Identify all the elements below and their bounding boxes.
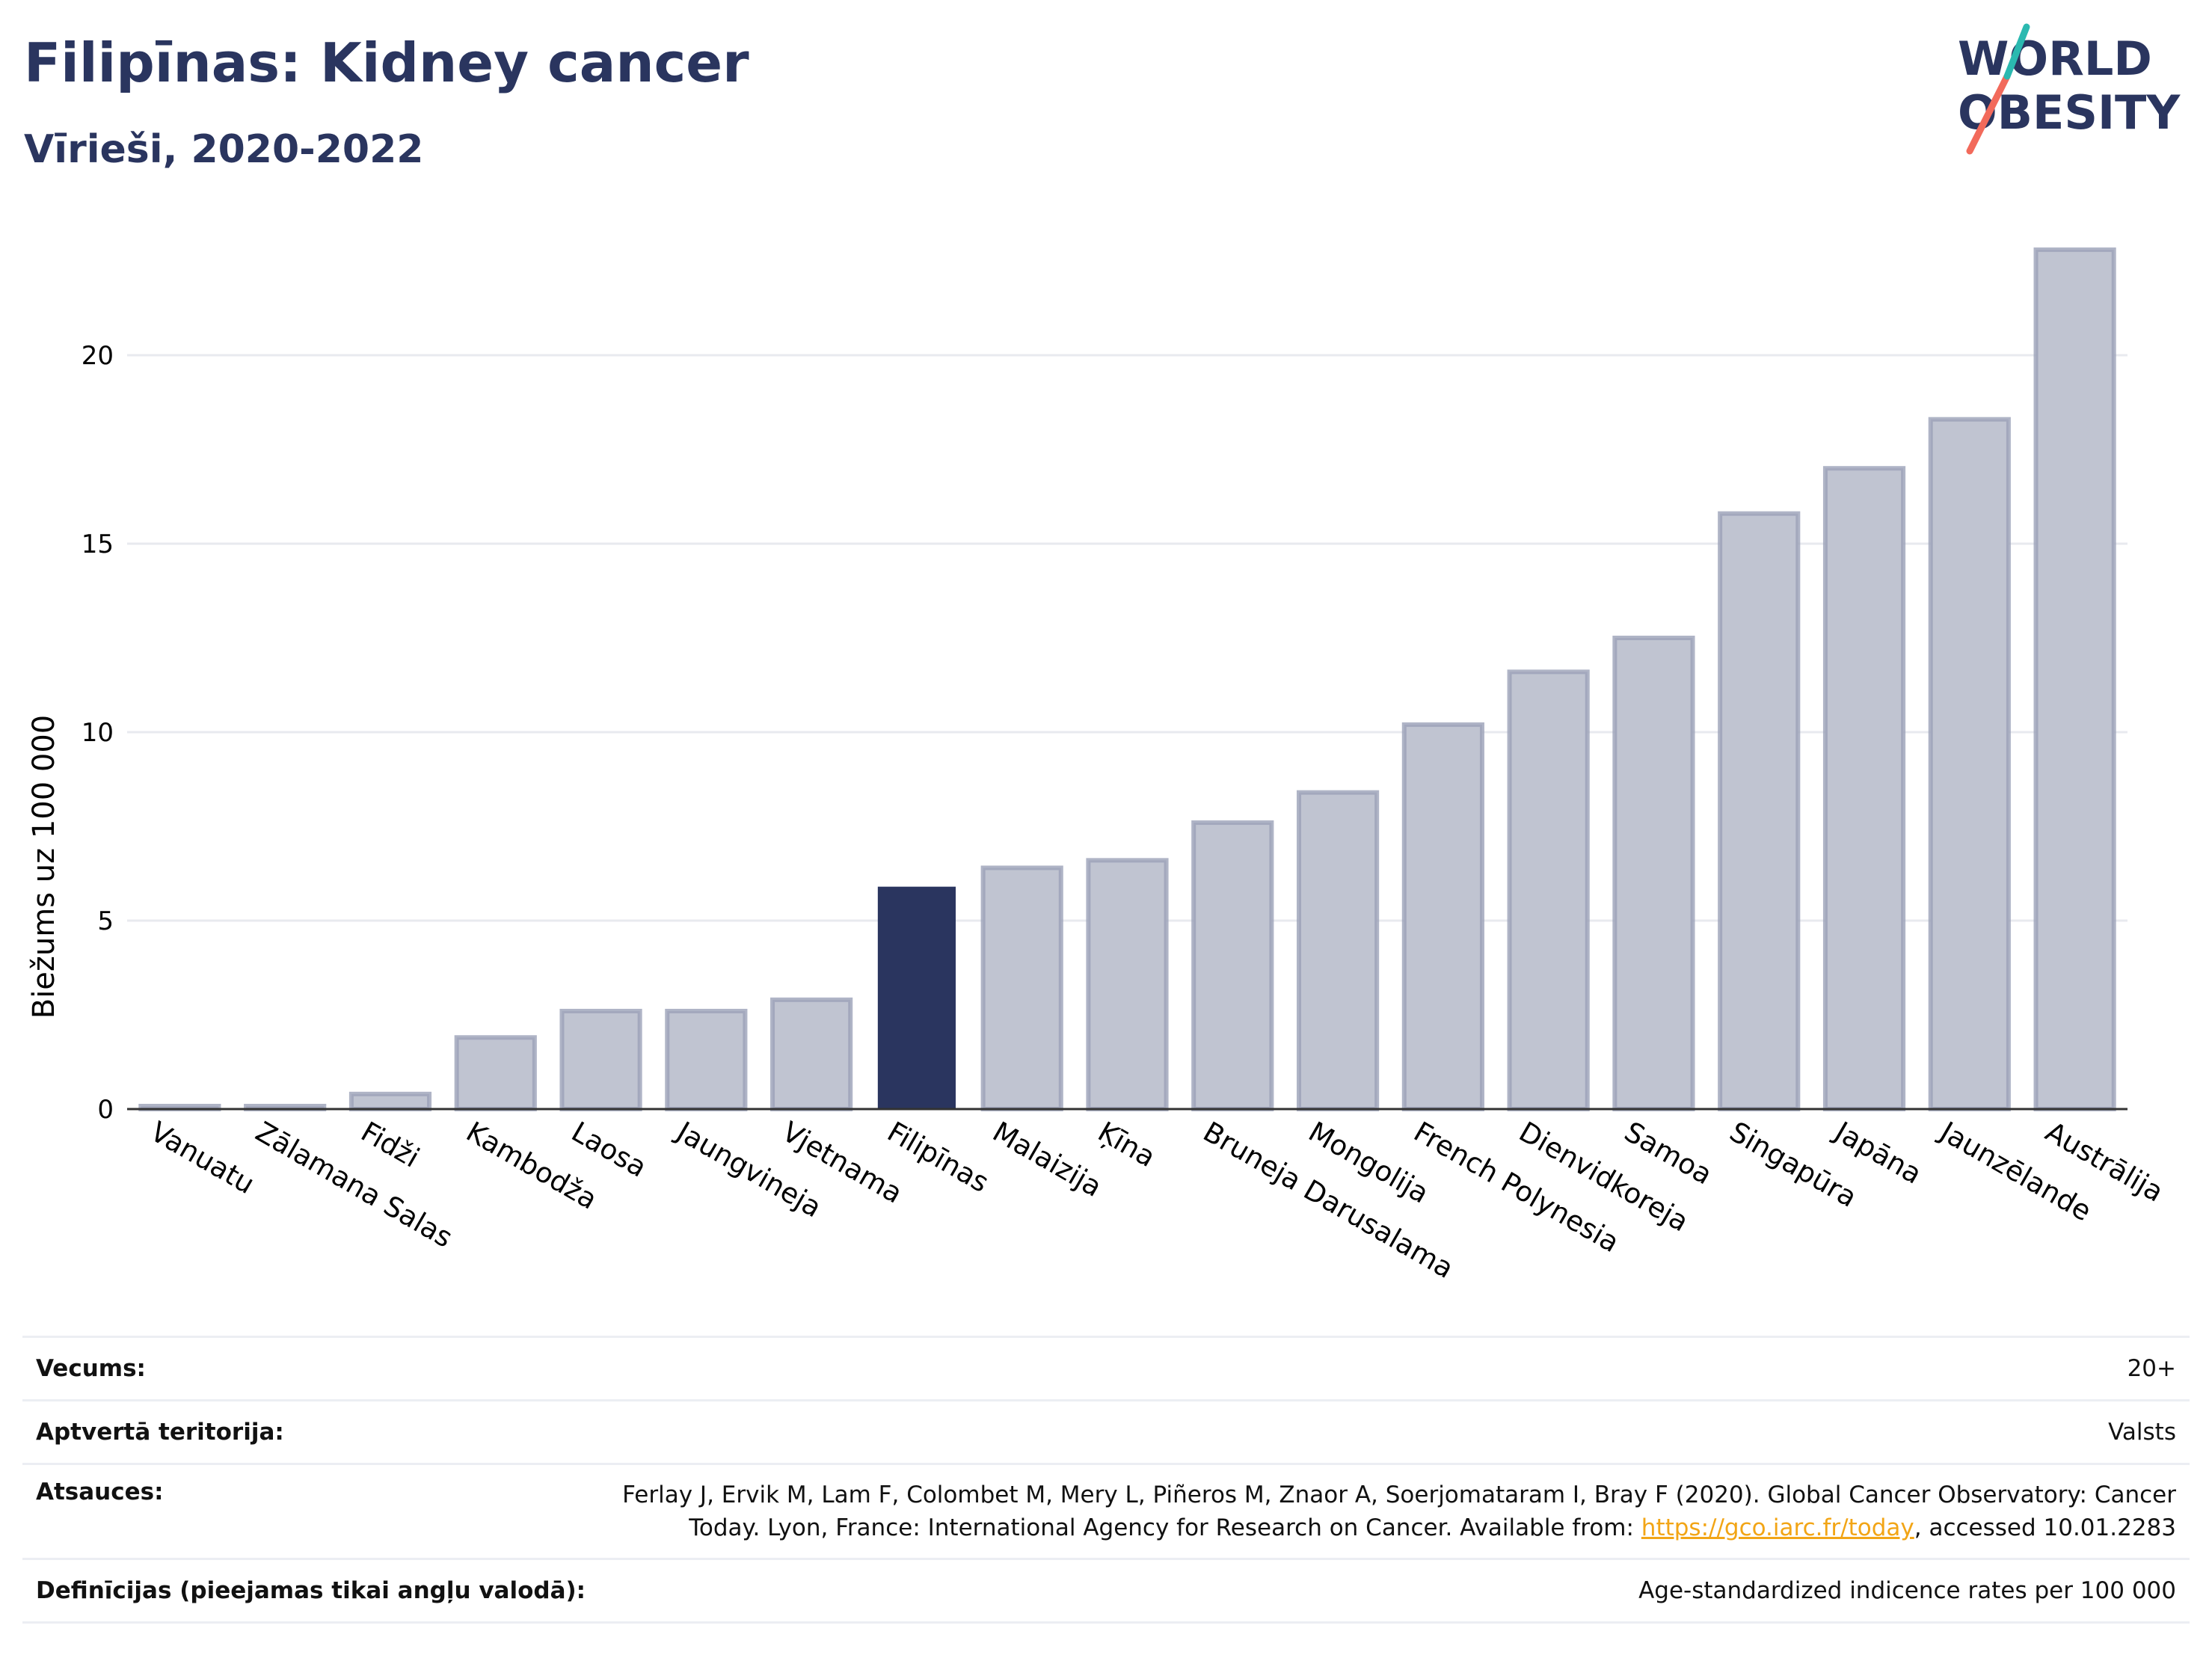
y-tick-label: 20	[82, 341, 114, 371]
x-tick-label: Zālamana Salas	[251, 1116, 458, 1254]
bar-ķīna[interactable]	[1086, 858, 1169, 1111]
svg-text:WORLD: WORLD	[1958, 31, 2152, 86]
world-obesity-logo: WORLD OBESITY	[1958, 23, 2181, 155]
bar-filipīnas[interactable]	[877, 886, 956, 1109]
bar-bruneja-darusalama[interactable]	[1191, 820, 1274, 1111]
coverage-label: Aptvertā teritorija:	[36, 1419, 284, 1446]
bar-kambodža[interactable]	[454, 1035, 537, 1111]
references-text-2: Today. Lyon, France: International Agenc…	[689, 1514, 1641, 1541]
references-value: Ferlay J, Ervik M, Lam F, Colombet M, Me…	[602, 1464, 2190, 1559]
bar-fidži[interactable]	[348, 1091, 432, 1111]
meta-row-definitions: Definīcijas (pieejamas tikai angļu valod…	[22, 1559, 2190, 1623]
age-value: 20+	[2127, 1355, 2176, 1382]
y-axis-title: Biežums uz 100 000	[27, 715, 61, 1019]
definitions-label: Definīcijas (pieejamas tikai angļu valod…	[36, 1577, 586, 1604]
bar-japāna[interactable]	[1822, 466, 1906, 1111]
bars	[138, 247, 2116, 1111]
bar-mongolija[interactable]	[1296, 790, 1380, 1111]
x-tick-label: Laosa	[566, 1116, 652, 1184]
x-tick-label: Fidži	[355, 1116, 425, 1174]
meta-row-references: Atsauces: Ferlay J, Ervik M, Lam F, Colo…	[22, 1464, 2190, 1559]
coverage-value: Valsts	[2108, 1419, 2176, 1446]
metadata-table: Vecums: 20+ Aptvertā teritorija: Valsts …	[22, 1336, 2190, 1624]
bar-malaizija[interactable]	[980, 865, 1063, 1111]
bar-austrālija[interactable]	[2033, 247, 2116, 1111]
x-tick-label: Malaizija	[987, 1116, 1107, 1203]
bar-jaunzēlande[interactable]	[1928, 417, 2011, 1111]
definitions-value: Age-standardized indicence rates per 100…	[1638, 1577, 2176, 1604]
chart-title: Filipīnas: Kidney cancer	[24, 31, 749, 94]
bar-dienvidkoreja[interactable]	[1507, 669, 1590, 1111]
references-text-3: , accessed 10.01.2283	[1914, 1514, 2176, 1541]
bar-samoa[interactable]	[1612, 636, 1695, 1111]
y-tick-label: 15	[82, 529, 114, 559]
bar-singapūra[interactable]	[1718, 511, 1801, 1111]
bar-french-polynesia[interactable]	[1401, 722, 1484, 1111]
bar-jaungvineja[interactable]	[665, 1008, 748, 1111]
y-tick-label: 5	[97, 906, 114, 936]
meta-row-coverage: Aptvertā teritorija: Valsts	[22, 1400, 2190, 1464]
x-tick-label: Vanuatu	[145, 1116, 260, 1201]
y-tick-label: 0	[97, 1095, 114, 1125]
bar-vjetnama[interactable]	[770, 997, 853, 1111]
age-label: Vecums:	[36, 1355, 146, 1382]
references-label: Atsauces:	[36, 1479, 164, 1505]
chart-subtitle: Vīrieši, 2020-2022	[24, 127, 424, 172]
x-tick-label: Ķīna	[1093, 1116, 1161, 1174]
references-link[interactable]: https://gco.iarc.fr/today	[1641, 1514, 1914, 1541]
meta-row-age: Vecums: 20+	[22, 1336, 2190, 1401]
references-text-1: Ferlay J, Ervik M, Lam F, Colombet M, Me…	[622, 1481, 2176, 1508]
y-tick-label: 10	[82, 718, 114, 748]
bar-laosa[interactable]	[559, 1008, 642, 1111]
